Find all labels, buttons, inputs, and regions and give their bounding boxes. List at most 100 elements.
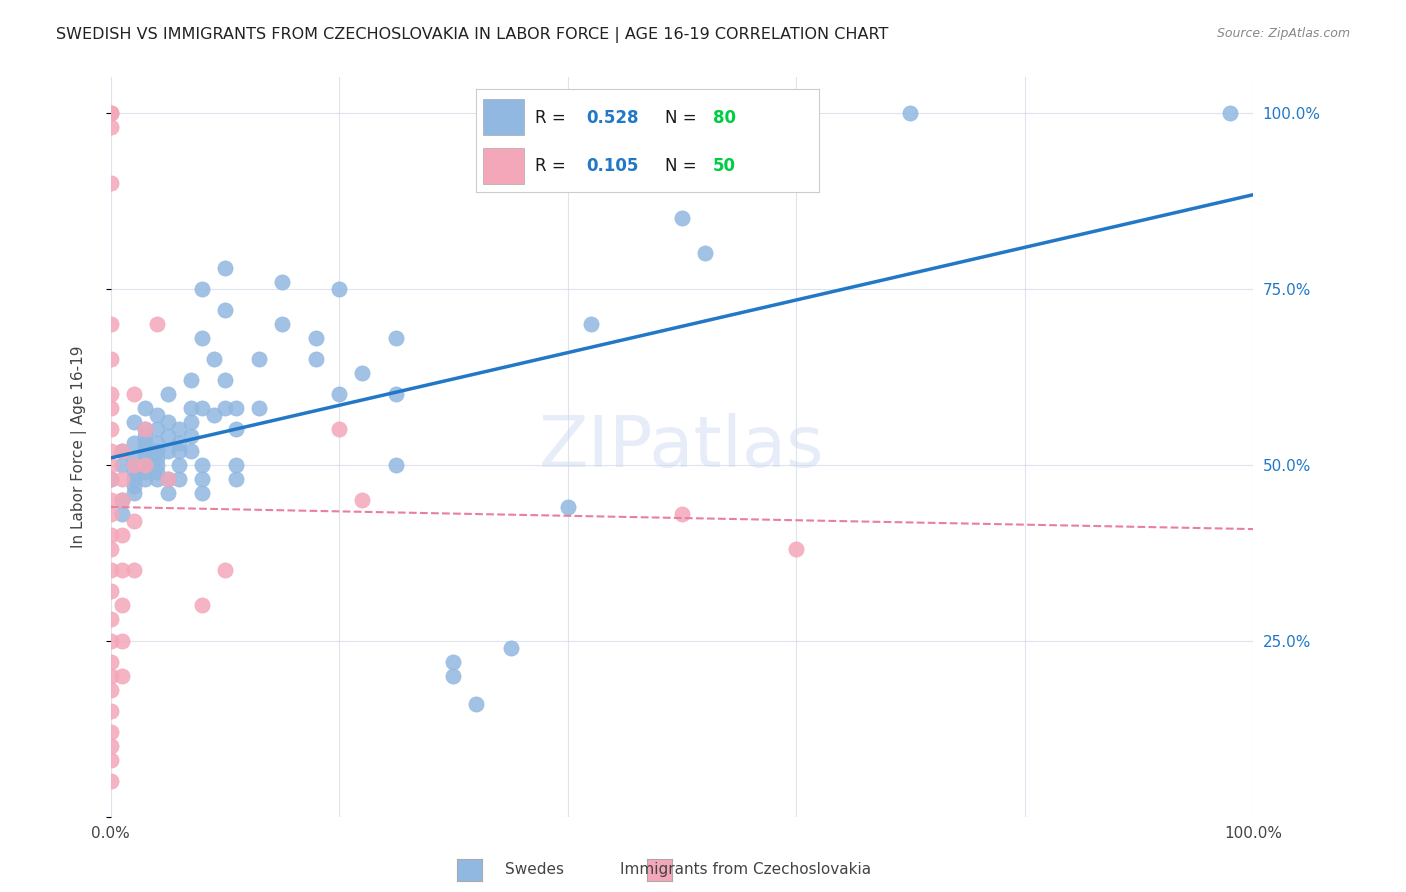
Point — [225, 472, 247, 486]
Point — [122, 387, 145, 401]
Point — [100, 753, 122, 767]
Point — [247, 351, 270, 366]
Point — [111, 507, 134, 521]
Point — [100, 105, 122, 120]
Point — [111, 492, 134, 507]
Point — [134, 465, 156, 479]
Point — [111, 599, 134, 613]
Point — [100, 120, 122, 134]
Point — [100, 725, 122, 739]
Point — [134, 458, 156, 472]
Point — [385, 387, 408, 401]
Point — [111, 528, 134, 542]
Point — [785, 542, 807, 557]
Point — [180, 401, 202, 416]
Point — [191, 282, 214, 296]
Point — [100, 492, 122, 507]
Point — [191, 458, 214, 472]
Text: Swedes: Swedes — [505, 863, 564, 877]
Point — [122, 436, 145, 450]
Point — [100, 739, 122, 754]
Point — [443, 655, 465, 669]
Point — [156, 472, 179, 486]
Point — [671, 211, 693, 226]
Point — [134, 422, 156, 436]
Point — [134, 429, 156, 443]
Point — [180, 429, 202, 443]
Point — [156, 416, 179, 430]
Point — [100, 422, 122, 436]
Point — [100, 443, 122, 458]
Point — [693, 246, 716, 260]
Point — [100, 317, 122, 331]
Point — [557, 500, 579, 514]
Y-axis label: In Labor Force | Age 16-19: In Labor Force | Age 16-19 — [72, 346, 87, 549]
Point — [100, 507, 122, 521]
Point — [465, 697, 488, 711]
Point — [352, 366, 374, 380]
Point — [145, 436, 167, 450]
Point — [100, 655, 122, 669]
Text: Source: ZipAtlas.com: Source: ZipAtlas.com — [1216, 27, 1350, 40]
Point — [100, 669, 122, 683]
Point — [111, 443, 134, 458]
Point — [100, 704, 122, 718]
Point — [352, 492, 374, 507]
Point — [134, 401, 156, 416]
Point — [328, 422, 350, 436]
Point — [225, 401, 247, 416]
Point — [122, 485, 145, 500]
Point — [328, 282, 350, 296]
Point — [111, 633, 134, 648]
Point — [100, 472, 122, 486]
Point — [100, 633, 122, 648]
Point — [122, 450, 145, 465]
Text: SWEDISH VS IMMIGRANTS FROM CZECHOSLOVAKIA IN LABOR FORCE | AGE 16-19 CORRELATION: SWEDISH VS IMMIGRANTS FROM CZECHOSLOVAKI… — [56, 27, 889, 43]
Point — [100, 774, 122, 789]
Point — [180, 416, 202, 430]
Point — [145, 472, 167, 486]
Point — [191, 472, 214, 486]
Point — [305, 351, 328, 366]
Point — [214, 563, 236, 577]
Point — [100, 584, 122, 599]
Point — [499, 640, 522, 655]
Point — [145, 422, 167, 436]
Point — [191, 331, 214, 345]
Point — [122, 514, 145, 528]
Point — [1219, 105, 1241, 120]
Point — [169, 472, 191, 486]
Point — [145, 317, 167, 331]
Point — [100, 351, 122, 366]
Point — [385, 331, 408, 345]
Point — [100, 612, 122, 626]
Point — [111, 472, 134, 486]
Point — [169, 422, 191, 436]
Point — [122, 458, 145, 472]
Point — [111, 443, 134, 458]
Text: Immigrants from Czechoslovakia: Immigrants from Czechoslovakia — [620, 863, 870, 877]
Point — [214, 302, 236, 317]
Point — [898, 105, 921, 120]
Point — [156, 387, 179, 401]
Point — [122, 472, 145, 486]
Point — [145, 450, 167, 465]
Point — [225, 458, 247, 472]
Point — [122, 458, 145, 472]
Point — [443, 669, 465, 683]
Point — [134, 458, 156, 472]
Point — [385, 458, 408, 472]
Point — [100, 472, 122, 486]
Point — [169, 458, 191, 472]
Point — [156, 485, 179, 500]
Point — [225, 422, 247, 436]
Point — [156, 429, 179, 443]
Point — [100, 682, 122, 697]
Point — [271, 275, 294, 289]
Point — [122, 563, 145, 577]
Point — [191, 401, 214, 416]
Point — [156, 472, 179, 486]
Point — [122, 465, 145, 479]
Point — [214, 401, 236, 416]
Point — [100, 563, 122, 577]
